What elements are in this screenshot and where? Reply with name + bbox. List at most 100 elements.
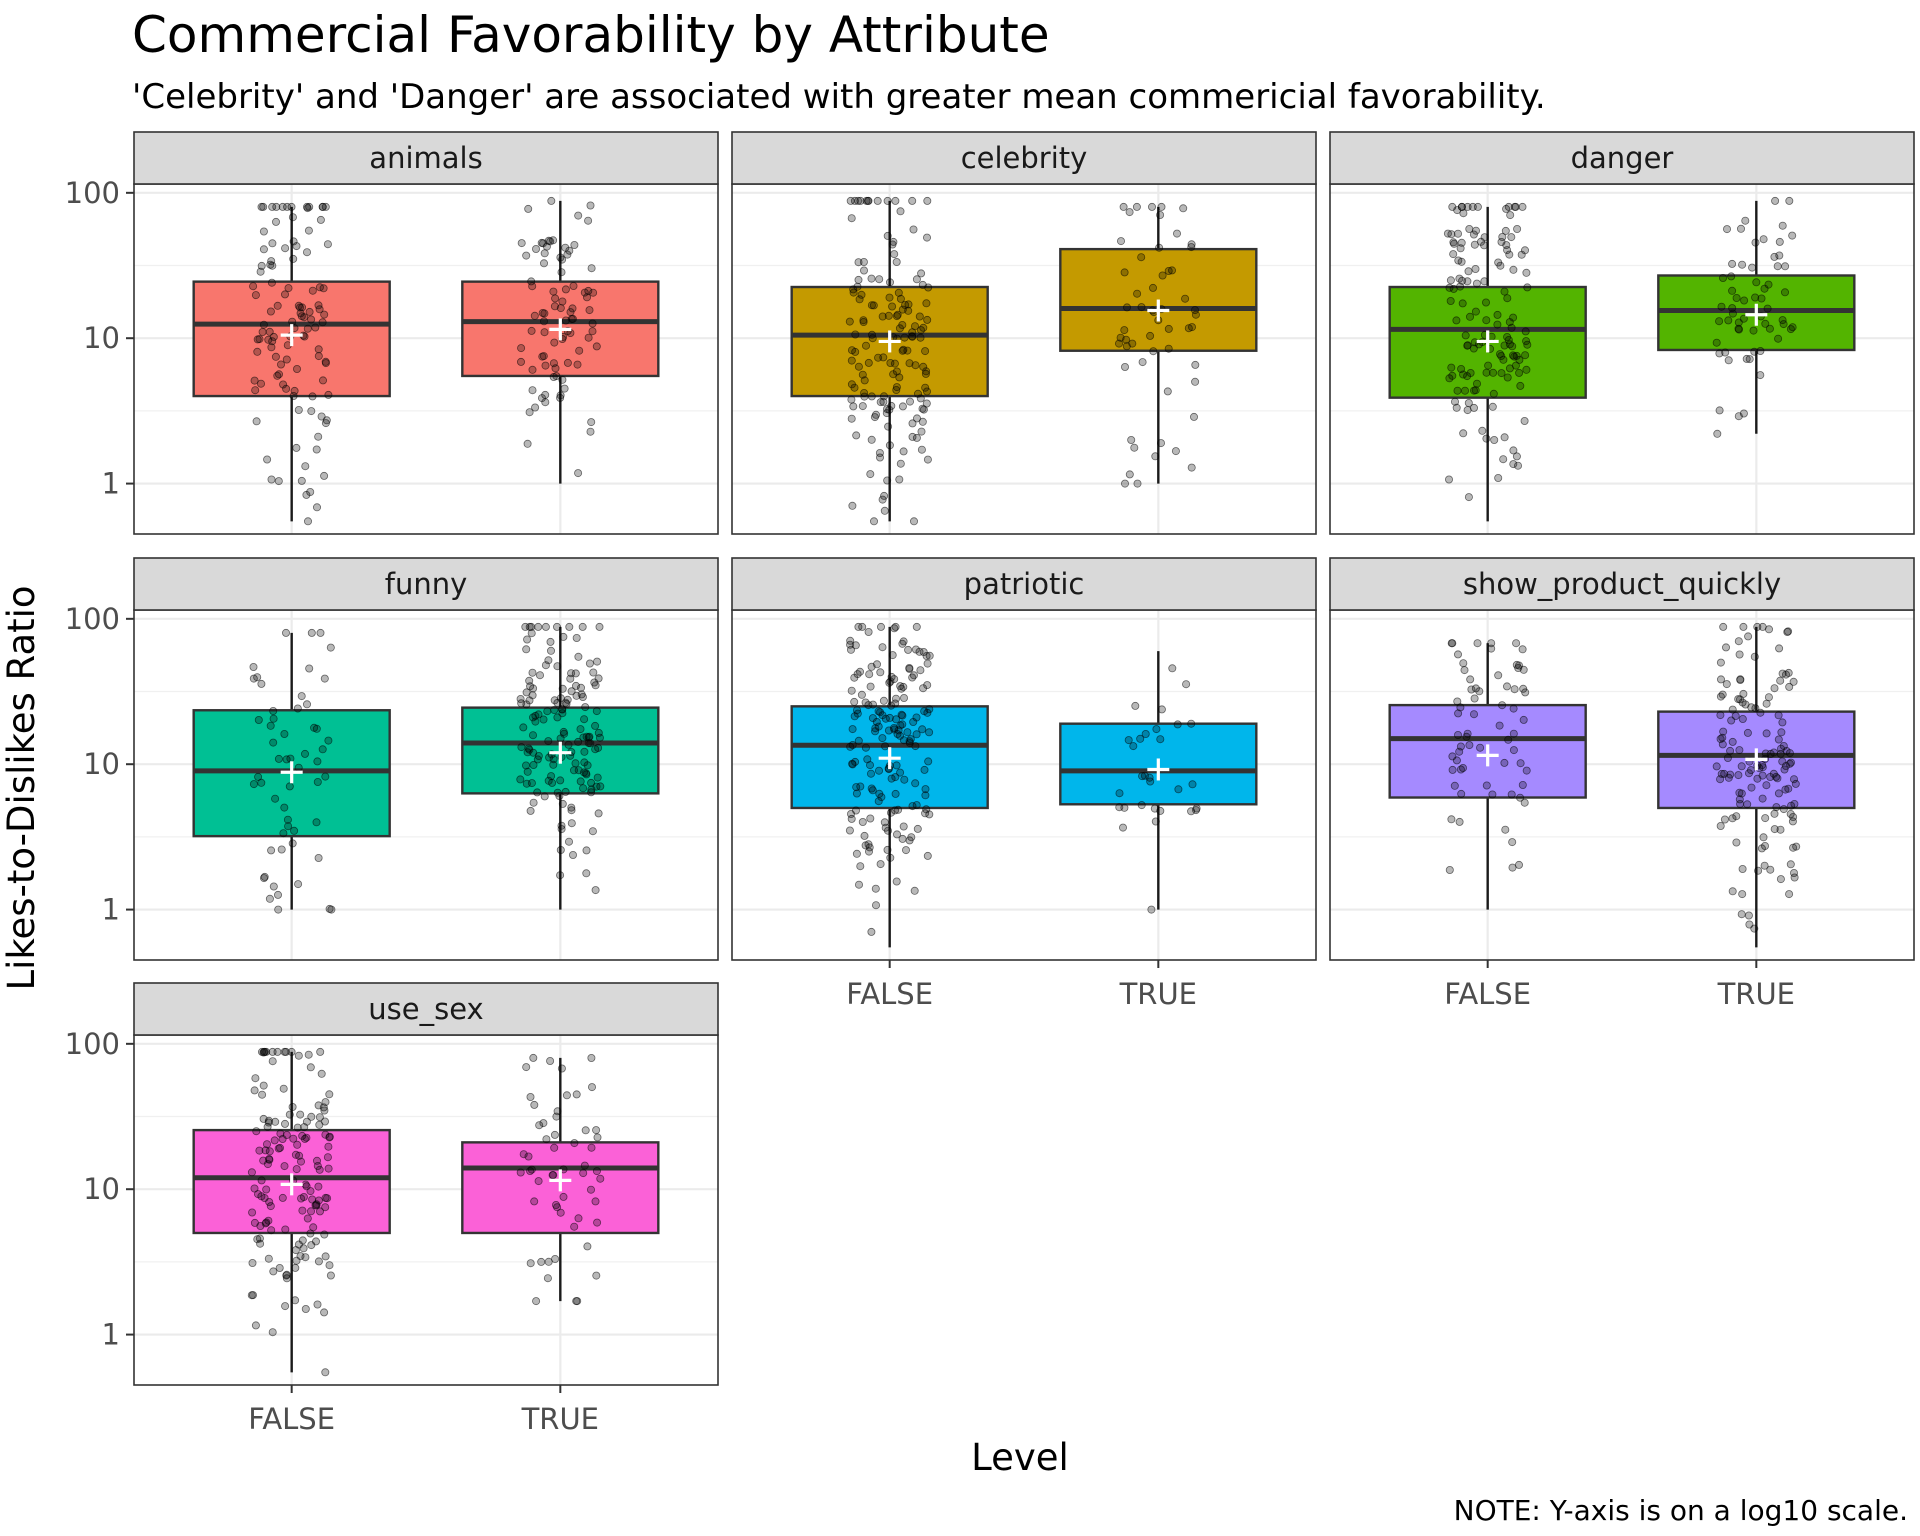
data-point xyxy=(899,822,908,831)
data-point xyxy=(269,707,278,716)
data-point xyxy=(529,1053,538,1062)
data-point xyxy=(582,769,591,778)
data-point xyxy=(320,471,329,480)
data-point xyxy=(279,1084,288,1093)
data-point xyxy=(1737,762,1746,771)
data-point xyxy=(871,884,880,893)
data-point xyxy=(253,335,262,344)
data-point xyxy=(310,723,319,732)
data-point xyxy=(248,1208,257,1217)
data-point xyxy=(1775,251,1784,260)
data-point xyxy=(1466,368,1475,377)
data-point xyxy=(1516,381,1525,390)
data-point xyxy=(1464,493,1473,502)
data-point xyxy=(296,309,305,318)
data-point xyxy=(1461,331,1470,340)
data-point xyxy=(300,749,309,758)
data-point xyxy=(882,409,891,418)
data-point xyxy=(847,414,856,423)
data-point xyxy=(1452,403,1461,412)
data-point xyxy=(315,1120,324,1129)
data-point xyxy=(1736,676,1745,685)
data-point xyxy=(850,697,859,706)
data-point xyxy=(326,643,335,652)
data-point xyxy=(583,1242,592,1251)
data-point xyxy=(909,225,918,234)
data-point xyxy=(570,240,579,249)
data-point xyxy=(562,1091,571,1100)
data-point xyxy=(1779,320,1788,329)
data-point xyxy=(289,254,298,263)
data-point xyxy=(1789,843,1798,852)
data-point xyxy=(1151,817,1160,826)
data-point xyxy=(1476,743,1485,752)
data-point xyxy=(888,302,897,311)
data-point xyxy=(867,392,876,401)
data-point xyxy=(1191,377,1200,386)
data-point xyxy=(274,754,283,763)
data-point xyxy=(549,372,558,381)
data-point xyxy=(318,202,327,211)
data-point xyxy=(1451,397,1460,406)
data-point xyxy=(327,905,336,914)
data-point xyxy=(1758,761,1767,770)
data-point xyxy=(1769,748,1778,757)
data-point xyxy=(1503,373,1512,382)
data-point xyxy=(867,927,876,936)
data-point xyxy=(1771,196,1780,205)
data-point xyxy=(1151,452,1160,461)
data-point xyxy=(556,393,565,402)
data-point xyxy=(519,723,528,732)
data-point xyxy=(886,853,895,862)
data-point xyxy=(587,778,596,787)
data-point xyxy=(274,1144,283,1153)
data-point xyxy=(522,645,531,654)
facet-patriotic: patriotic FALSE TRUE xyxy=(731,557,1317,1011)
data-point xyxy=(1459,429,1468,438)
data-point xyxy=(293,704,302,713)
data-point xyxy=(1504,735,1513,744)
box-false xyxy=(192,202,391,526)
data-point xyxy=(296,1157,305,1166)
data-point xyxy=(314,1257,323,1266)
data-point xyxy=(1173,720,1182,729)
data-point xyxy=(845,826,854,835)
data-point xyxy=(256,267,265,276)
data-point xyxy=(574,469,583,478)
data-point xyxy=(292,1256,301,1265)
data-point xyxy=(281,628,290,637)
data-point xyxy=(527,1165,536,1174)
data-point xyxy=(1721,348,1730,357)
data-point xyxy=(596,1174,605,1183)
data-point xyxy=(875,766,884,775)
data-point xyxy=(280,730,289,739)
data-point xyxy=(317,412,326,421)
data-point xyxy=(908,432,917,441)
data-point xyxy=(1445,866,1454,875)
data-point xyxy=(558,375,567,384)
data-point xyxy=(548,1171,557,1180)
data-point xyxy=(280,1162,289,1171)
data-point xyxy=(1190,412,1199,421)
data-point xyxy=(311,1237,320,1246)
data-point xyxy=(1448,765,1457,774)
data-point xyxy=(1756,371,1765,380)
data-point xyxy=(1509,446,1518,455)
jitter-points xyxy=(516,622,605,895)
data-point xyxy=(260,1047,269,1056)
data-point xyxy=(535,1121,544,1130)
data-point xyxy=(522,251,531,260)
data-point xyxy=(288,1103,297,1112)
data-point xyxy=(1490,435,1499,444)
strip-label: show_product_quickly xyxy=(1463,567,1781,601)
data-point xyxy=(556,1208,565,1217)
data-point xyxy=(866,470,875,479)
data-point xyxy=(867,435,876,444)
facet-danger: danger xyxy=(1329,131,1915,535)
data-point xyxy=(922,367,931,376)
data-point xyxy=(921,383,930,392)
box-false xyxy=(790,622,989,948)
data-point xyxy=(894,805,903,814)
data-point xyxy=(1192,804,1201,813)
data-point xyxy=(1471,386,1480,395)
